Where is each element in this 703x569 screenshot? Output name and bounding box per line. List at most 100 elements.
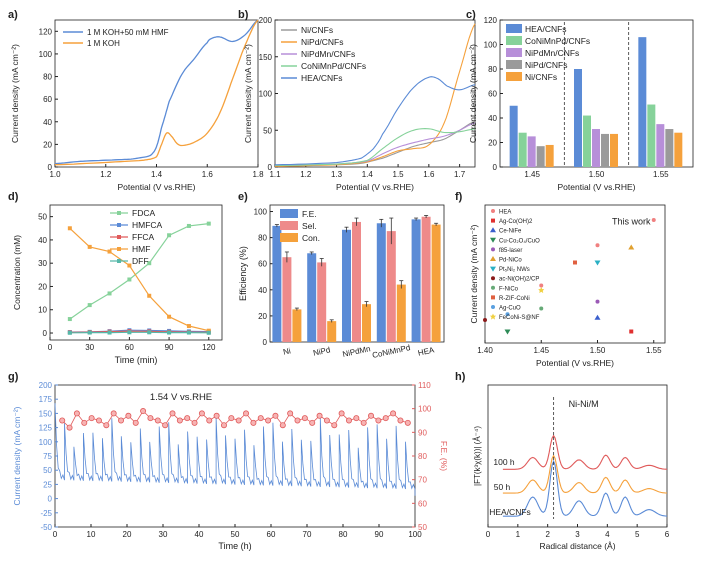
fe-point [345,417,352,424]
bar-nipd-cnfs [536,146,545,167]
series-line-hea-cnfs [274,76,476,166]
bar-nipd-cnfs [665,129,674,167]
legend-marker [491,285,495,290]
x-tick-label: NiPd [312,345,331,357]
y2-tick-label: 80 [418,452,427,461]
x-tick-label: HEA [417,345,436,357]
fe-point [279,422,286,429]
point-fdca [167,233,172,238]
panel-label: e) [238,191,248,203]
series-line-dff [69,331,209,334]
bar-sel [282,257,292,342]
bar-fe [376,223,386,342]
y-axis-label: Concentration (mM) [12,235,22,310]
x-tick-label: 50 [231,530,240,539]
y-axis-label: Current density (mA cm⁻²) [12,406,22,505]
legend-label: FDCA [132,208,155,218]
y-axis-label: |FT(k³χ(k))| (Å⁻⁴) [473,426,482,486]
bar-fe [411,219,421,342]
legend-marker [491,247,495,252]
y-tick-label: 20 [38,282,47,291]
x-tick-label: 0 [48,343,53,352]
point-fdca [67,317,72,322]
point-pd-nico [628,244,635,250]
fe-point [228,415,235,422]
point-r-zif-coni [573,260,577,265]
y-tick-label: 100 [484,41,498,50]
panel-b: 1.1 1.2 1.3 1.4 1.5 1.6 1.7 0 50 100 150 200 Ni/CNFs… [238,9,476,192]
legend-swatch [280,221,298,230]
fe-point [73,410,80,417]
legend-marker [490,313,496,320]
x-tick-label: 3 [575,530,580,539]
x-tick-label: 1.8 [252,170,264,179]
legend-swatch [506,36,522,45]
y-tick-label: 80 [258,234,267,243]
point-hea [651,217,656,222]
y-tick-label: 100 [259,90,273,99]
x-tick-label: 120 [202,343,216,352]
x-tick-label: 20 [123,530,132,539]
bar-con [431,224,441,342]
point-dff [206,330,211,335]
point-feconi-s-nf [538,287,545,294]
fe-point [169,410,176,417]
fe-point [316,412,323,419]
point-hmf [67,226,72,231]
fe-point [301,415,308,422]
fe-point [368,412,375,419]
fe-point [176,417,183,424]
annotation: 1.54 V vs.RHE [150,392,212,403]
y2-tick-label: 110 [418,381,431,390]
panel-h: 0 1 2 3 4 5 6 HEA/CNFs 50 h 100 h Ni-Ni/M Radical d… [455,371,670,551]
legend-marker [491,218,495,223]
legend-label: 1 M KOH+50 mM HMF [87,28,169,37]
fe-point [103,422,110,429]
legend-marker [117,211,121,215]
bar-sel [352,221,361,342]
legend-label: CoNiMnPd/CNFs [525,36,590,46]
point-ag-co-oh-2 [629,329,634,334]
series-line-1-m-koh-50-mm-hmf [54,19,259,165]
y-tick-label: 120 [484,16,498,25]
x-tick-label: 10 [87,530,96,539]
x-tick-label: 1.2 [300,170,312,179]
legend-label: HEA/CNFs [301,73,343,83]
point-hmf [107,249,112,254]
x-tick-label: NiPdMn [342,344,372,359]
y-tick-label: 50 [43,466,52,475]
y-axis-label: Efficiency (%) [238,246,248,301]
point-fdca [127,277,132,282]
bar-con [396,284,406,342]
point-fdca [87,303,92,308]
legend-label: FeCoNi-S@NF [499,315,540,321]
bar-fe [342,229,351,342]
legend-label: ac-Ni(OH)2/CP [499,277,539,283]
legend-label: CoNiMnPd/CNFs [301,61,366,71]
point-dff [67,330,72,335]
x-tick-label: 1.55 [653,170,669,179]
point-ac-ni-oh-2-cp [483,318,487,322]
x-tick-label: 80 [339,530,348,539]
legend-label: Ag-CuO [499,306,521,312]
x-tick-label: 1.50 [589,170,605,179]
x-tick-label: 90 [165,343,174,352]
fe-point [88,415,95,422]
point-dff [107,330,112,335]
spectrum-50-h [502,454,667,494]
panel-c: 0 20 40 60 80 100 120 1.45 1.50 1.55 HEA/CNFs CoNiM… [466,9,694,192]
point-hmf [147,293,152,298]
y-tick-label: 0 [48,163,53,172]
panel-d: 0 30 60 90 120 0 10 20 30 40 50 FDCA HMFCA FFCA HMF DFF… [8,191,223,365]
x-tick-label: 0 [53,530,58,539]
fe-point [375,417,382,424]
x-tick-label: 60 [267,530,276,539]
bar-hea-cnfs [574,69,582,167]
legend-label: Cu-Co₂O₄/CuO [499,238,540,244]
bar-sel [386,231,396,342]
fe-point [294,417,301,424]
fe-point [191,419,198,426]
panel-label: a) [8,9,18,21]
point-hmf [127,263,132,268]
x-tick-label: Ni [282,346,291,356]
